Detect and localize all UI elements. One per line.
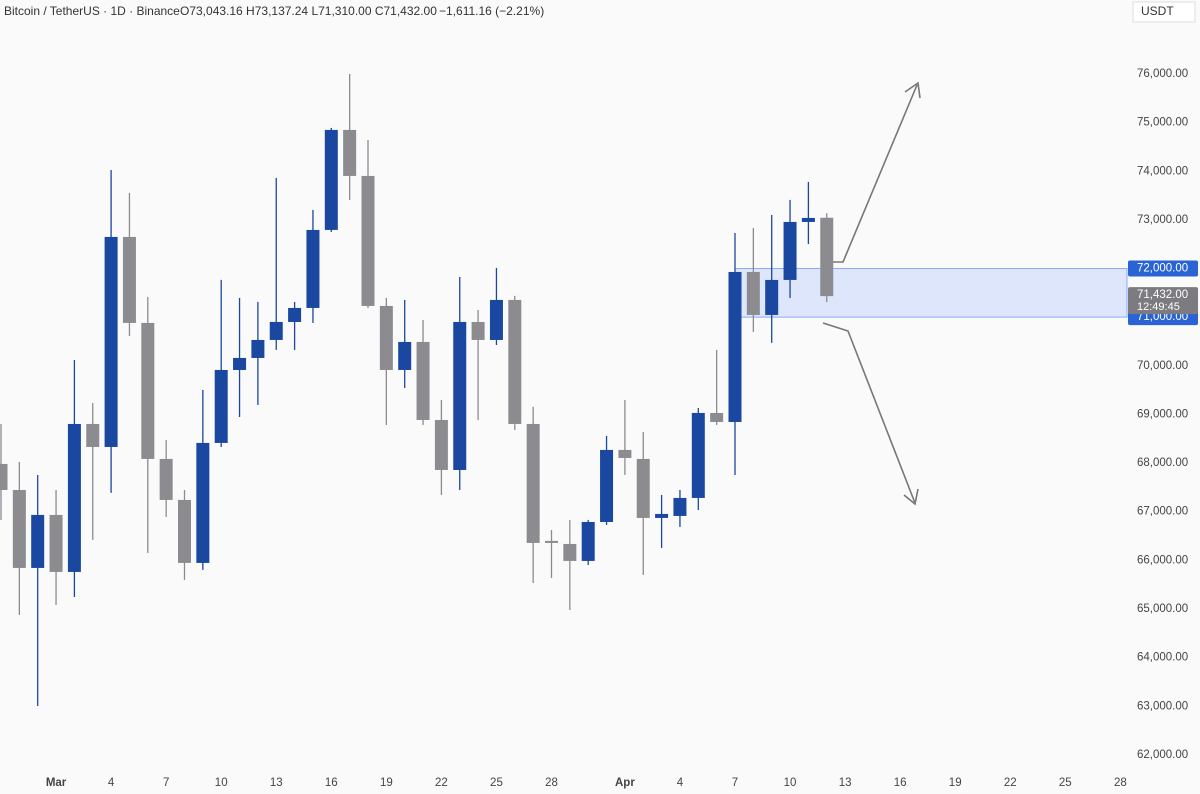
- candle-body: [122, 236, 136, 323]
- candle-body: [746, 271, 760, 315]
- candle-body: [361, 175, 375, 306]
- chart-title: Bitcoin / TetherUS · 1D · Binance: [4, 4, 180, 18]
- candle-body: [141, 322, 155, 459]
- x-tick-label: 19: [949, 777, 962, 789]
- y-tick-label: 70,000.00: [1137, 360, 1188, 372]
- candle-body: [765, 279, 779, 315]
- x-tick-label: 19: [380, 777, 393, 789]
- currency-box: [1132, 1, 1196, 23]
- candle-body: [214, 369, 228, 443]
- candle-body: [178, 499, 191, 563]
- x-tick-label: 13: [270, 777, 283, 789]
- down-arrow-head: [903, 488, 919, 506]
- candle-body: [398, 341, 412, 370]
- change-text: −1,611.16 (−2.21%): [439, 4, 544, 18]
- candle-body: [801, 217, 815, 222]
- candle-body: [306, 229, 320, 308]
- candle-body: [49, 514, 63, 572]
- y-tick-label: 68,000.00: [1137, 457, 1188, 469]
- y-tick-label: 63,000.00: [1137, 700, 1188, 712]
- x-tick-label: Mar: [46, 777, 67, 789]
- candle-body: [636, 458, 650, 518]
- x-tick-label: 7: [732, 777, 738, 789]
- candle-body: [691, 412, 705, 498]
- candle-body: [453, 321, 467, 470]
- candle-body: [783, 221, 797, 280]
- zone-high-label-box: [1128, 260, 1198, 277]
- x-tick-label: 25: [490, 777, 503, 789]
- candle-body: [269, 321, 283, 340]
- candle-body: [581, 521, 595, 561]
- x-tick-label: 16: [325, 777, 338, 789]
- x-tick-label: Apr: [615, 777, 635, 789]
- plot: [0, 73, 1128, 706]
- candle-body: [710, 412, 724, 422]
- candle-body: [416, 341, 430, 420]
- candle-body: [0, 463, 8, 490]
- x-tick-label: 22: [435, 777, 448, 789]
- candle-body: [508, 299, 522, 424]
- x-tick-label: 16: [894, 777, 907, 789]
- last-price: 71,432.00: [1137, 289, 1188, 301]
- candle-body: [489, 299, 503, 340]
- zone-high-label: 72,000.00: [1137, 263, 1188, 275]
- x-tick-label: 7: [163, 777, 169, 789]
- up-arrow-head: [904, 81, 921, 99]
- candle-body: [673, 497, 687, 516]
- x-tick-label: 10: [215, 777, 228, 789]
- y-tick-label: 69,000.00: [1137, 408, 1188, 420]
- x-tick-label: 28: [1114, 777, 1127, 789]
- y-tick-label: 67,000.00: [1137, 506, 1188, 518]
- y-tick-label: 66,000.00: [1137, 554, 1188, 566]
- candle-body: [86, 423, 100, 447]
- candle-body: [471, 321, 485, 340]
- candle-body: [288, 307, 302, 322]
- candle-body: [563, 543, 577, 561]
- y-tick-label: 65,000.00: [1137, 603, 1188, 615]
- x-tick-label: 25: [1059, 777, 1072, 789]
- y-tick-label: 74,000.00: [1137, 165, 1188, 177]
- zone: [734, 268, 1128, 318]
- candle-body: [324, 129, 338, 230]
- candle-body: [159, 458, 173, 500]
- last-price-box: [1128, 287, 1198, 315]
- candle-body: [379, 305, 393, 370]
- candle-body: [343, 129, 357, 176]
- candle-body: [251, 339, 265, 358]
- arrows: [822, 81, 921, 506]
- zone-low-label: 71,000.00: [1137, 311, 1188, 323]
- y-tick-label: 76,000.00: [1137, 68, 1188, 80]
- candle-body: [12, 489, 26, 568]
- y-tick-label: 64,000.00: [1137, 652, 1188, 664]
- ohlc-text: O73,043.16 H73,137.24 L71,310.00 C71,432…: [180, 4, 437, 18]
- candle-body: [600, 449, 614, 522]
- candle-body: [728, 271, 742, 422]
- y-tick-label: 75,000.00: [1137, 117, 1188, 129]
- candle-body: [104, 236, 118, 447]
- candle-body: [618, 449, 632, 458]
- x-tick-label: 4: [677, 777, 684, 789]
- candle-body: [434, 419, 448, 470]
- x-tick-label: 13: [839, 777, 852, 789]
- countdown: 12:49:45: [1137, 301, 1180, 313]
- x-tick-label: 10: [784, 777, 797, 789]
- candle-body: [67, 423, 81, 572]
- currency: USDT: [1141, 4, 1174, 18]
- candle-body: [31, 514, 45, 568]
- candle-body: [820, 217, 834, 297]
- y-tick-label: 62,000.00: [1137, 749, 1188, 761]
- x-tick-label: 22: [1004, 777, 1017, 789]
- up-arrow: [833, 84, 918, 263]
- candle-body: [196, 442, 210, 563]
- x-tick-label: 28: [545, 777, 558, 789]
- y-tick-label: 73,000.00: [1137, 214, 1188, 226]
- down-arrow: [822, 322, 916, 504]
- candle-body: [526, 423, 540, 543]
- x-tick-label: 4: [108, 777, 115, 789]
- candle-body: [545, 540, 558, 543]
- candle-body: [655, 513, 669, 518]
- candle-body: [233, 357, 247, 370]
